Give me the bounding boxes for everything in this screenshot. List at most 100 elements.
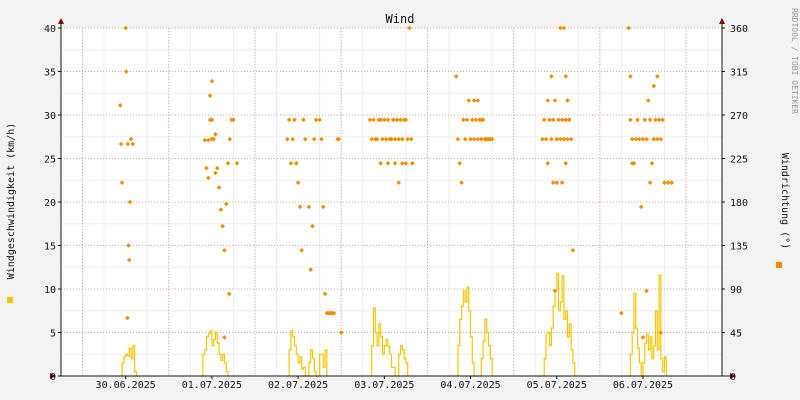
direction-point: [471, 98, 477, 103]
direction-point: [554, 136, 560, 142]
direction-point: [565, 98, 570, 103]
direction-point: [223, 201, 229, 207]
direction-point: [545, 98, 551, 103]
direction-point: [550, 117, 556, 123]
direction-point: [389, 136, 394, 142]
x-tick-label: 04.07.2025: [440, 380, 500, 391]
direction-point: [540, 136, 545, 142]
right-axis-arrow: [719, 18, 725, 24]
direction-point: [118, 141, 124, 147]
direction-point: [550, 180, 556, 185]
right-tick-label: 270: [730, 111, 748, 122]
direction-point: [399, 136, 405, 142]
direction-point: [227, 136, 233, 142]
left-axis-arrow: [58, 18, 64, 24]
direction-point: [651, 136, 657, 142]
x-axis-left-arrow: [50, 373, 56, 379]
direction-point: [642, 117, 648, 123]
direction-point: [396, 136, 401, 142]
direction-point: [637, 136, 642, 142]
direction-point: [464, 117, 470, 123]
direction-point: [392, 136, 398, 142]
direction-point: [214, 165, 220, 171]
direction-point: [567, 117, 572, 123]
direction-point: [563, 161, 569, 166]
x-tick-label: 01.07.2025: [182, 380, 242, 391]
speed-series: [118, 272, 667, 377]
direction-point: [205, 175, 211, 181]
direction-point: [378, 117, 384, 123]
direction-point: [311, 136, 317, 142]
direction-point: [640, 335, 646, 340]
direction-point: [306, 204, 312, 210]
direction-point: [119, 180, 125, 185]
direction-point: [479, 117, 484, 123]
direction-point: [117, 103, 123, 108]
grid-lines: [60, 27, 722, 376]
direction-point: [130, 141, 136, 147]
direction-point: [209, 78, 215, 84]
direction-point: [559, 180, 565, 185]
right-tick-label: 180: [730, 198, 748, 209]
right-axis-title: Windrichtung (°): [779, 153, 790, 249]
direction-point: [338, 330, 344, 335]
direction-point: [408, 136, 414, 142]
direction-point: [285, 136, 290, 142]
direction-point: [655, 74, 660, 79]
direction-point: [453, 74, 459, 79]
x-axis-arrow: [730, 373, 736, 379]
direction-point: [655, 136, 660, 142]
direction-point: [475, 136, 481, 142]
direction-point: [541, 117, 547, 123]
direction-point: [558, 25, 563, 31]
direction-point: [202, 137, 207, 143]
direction-point: [207, 117, 213, 123]
direction-point: [568, 136, 574, 142]
direction-point: [380, 136, 385, 142]
direction-point: [475, 98, 481, 103]
direction-point: [633, 136, 639, 142]
direction-point: [382, 117, 387, 123]
left-tick-label: 30: [44, 111, 56, 122]
direction-point: [319, 136, 324, 142]
direction-point: [299, 248, 304, 253]
legend-swatch-direction: [776, 262, 782, 268]
tick-labels: 0 5 10 15 20 25 30 35 40 0 45 90 135 180 225 270 315 360 3…: [44, 24, 748, 391]
direction-point: [218, 207, 224, 213]
direction-point: [317, 117, 322, 123]
direction-point: [646, 98, 651, 103]
direction-point: [123, 25, 128, 31]
direction-point: [638, 204, 644, 210]
x-tick-label: 30.06.2025: [96, 380, 156, 391]
direction-point: [473, 117, 479, 123]
direction-point: [471, 136, 477, 142]
direction-point: [407, 25, 412, 31]
direction-point: [561, 136, 567, 142]
direction-point: [295, 180, 301, 185]
x-tick-label: 02.07.2025: [268, 380, 328, 391]
direction-point: [383, 136, 389, 142]
direction-point: [320, 204, 326, 210]
direction-point: [308, 267, 313, 272]
direction-point: [297, 204, 303, 210]
direction-point: [403, 161, 409, 166]
direction-point: [367, 117, 373, 123]
right-tick-label: 90: [730, 285, 742, 296]
left-tick-label: 35: [44, 68, 56, 79]
direction-point: [410, 161, 415, 166]
direction-point: [222, 335, 227, 340]
direction-point: [556, 117, 561, 123]
direction-point: [313, 117, 319, 123]
direction-point: [126, 257, 132, 263]
direction-point: [231, 117, 236, 123]
direction-point: [385, 161, 391, 166]
direction-point: [331, 310, 337, 316]
chart-title: Wind: [386, 12, 415, 26]
direction-point: [396, 180, 401, 185]
speed-line-segment: [542, 272, 576, 377]
right-tick-label: 360: [730, 24, 748, 35]
direction-point: [403, 117, 409, 123]
x-tick-label: 05.07.2025: [527, 380, 587, 391]
direction-point: [288, 161, 294, 166]
speed-line-segment: [287, 330, 328, 377]
